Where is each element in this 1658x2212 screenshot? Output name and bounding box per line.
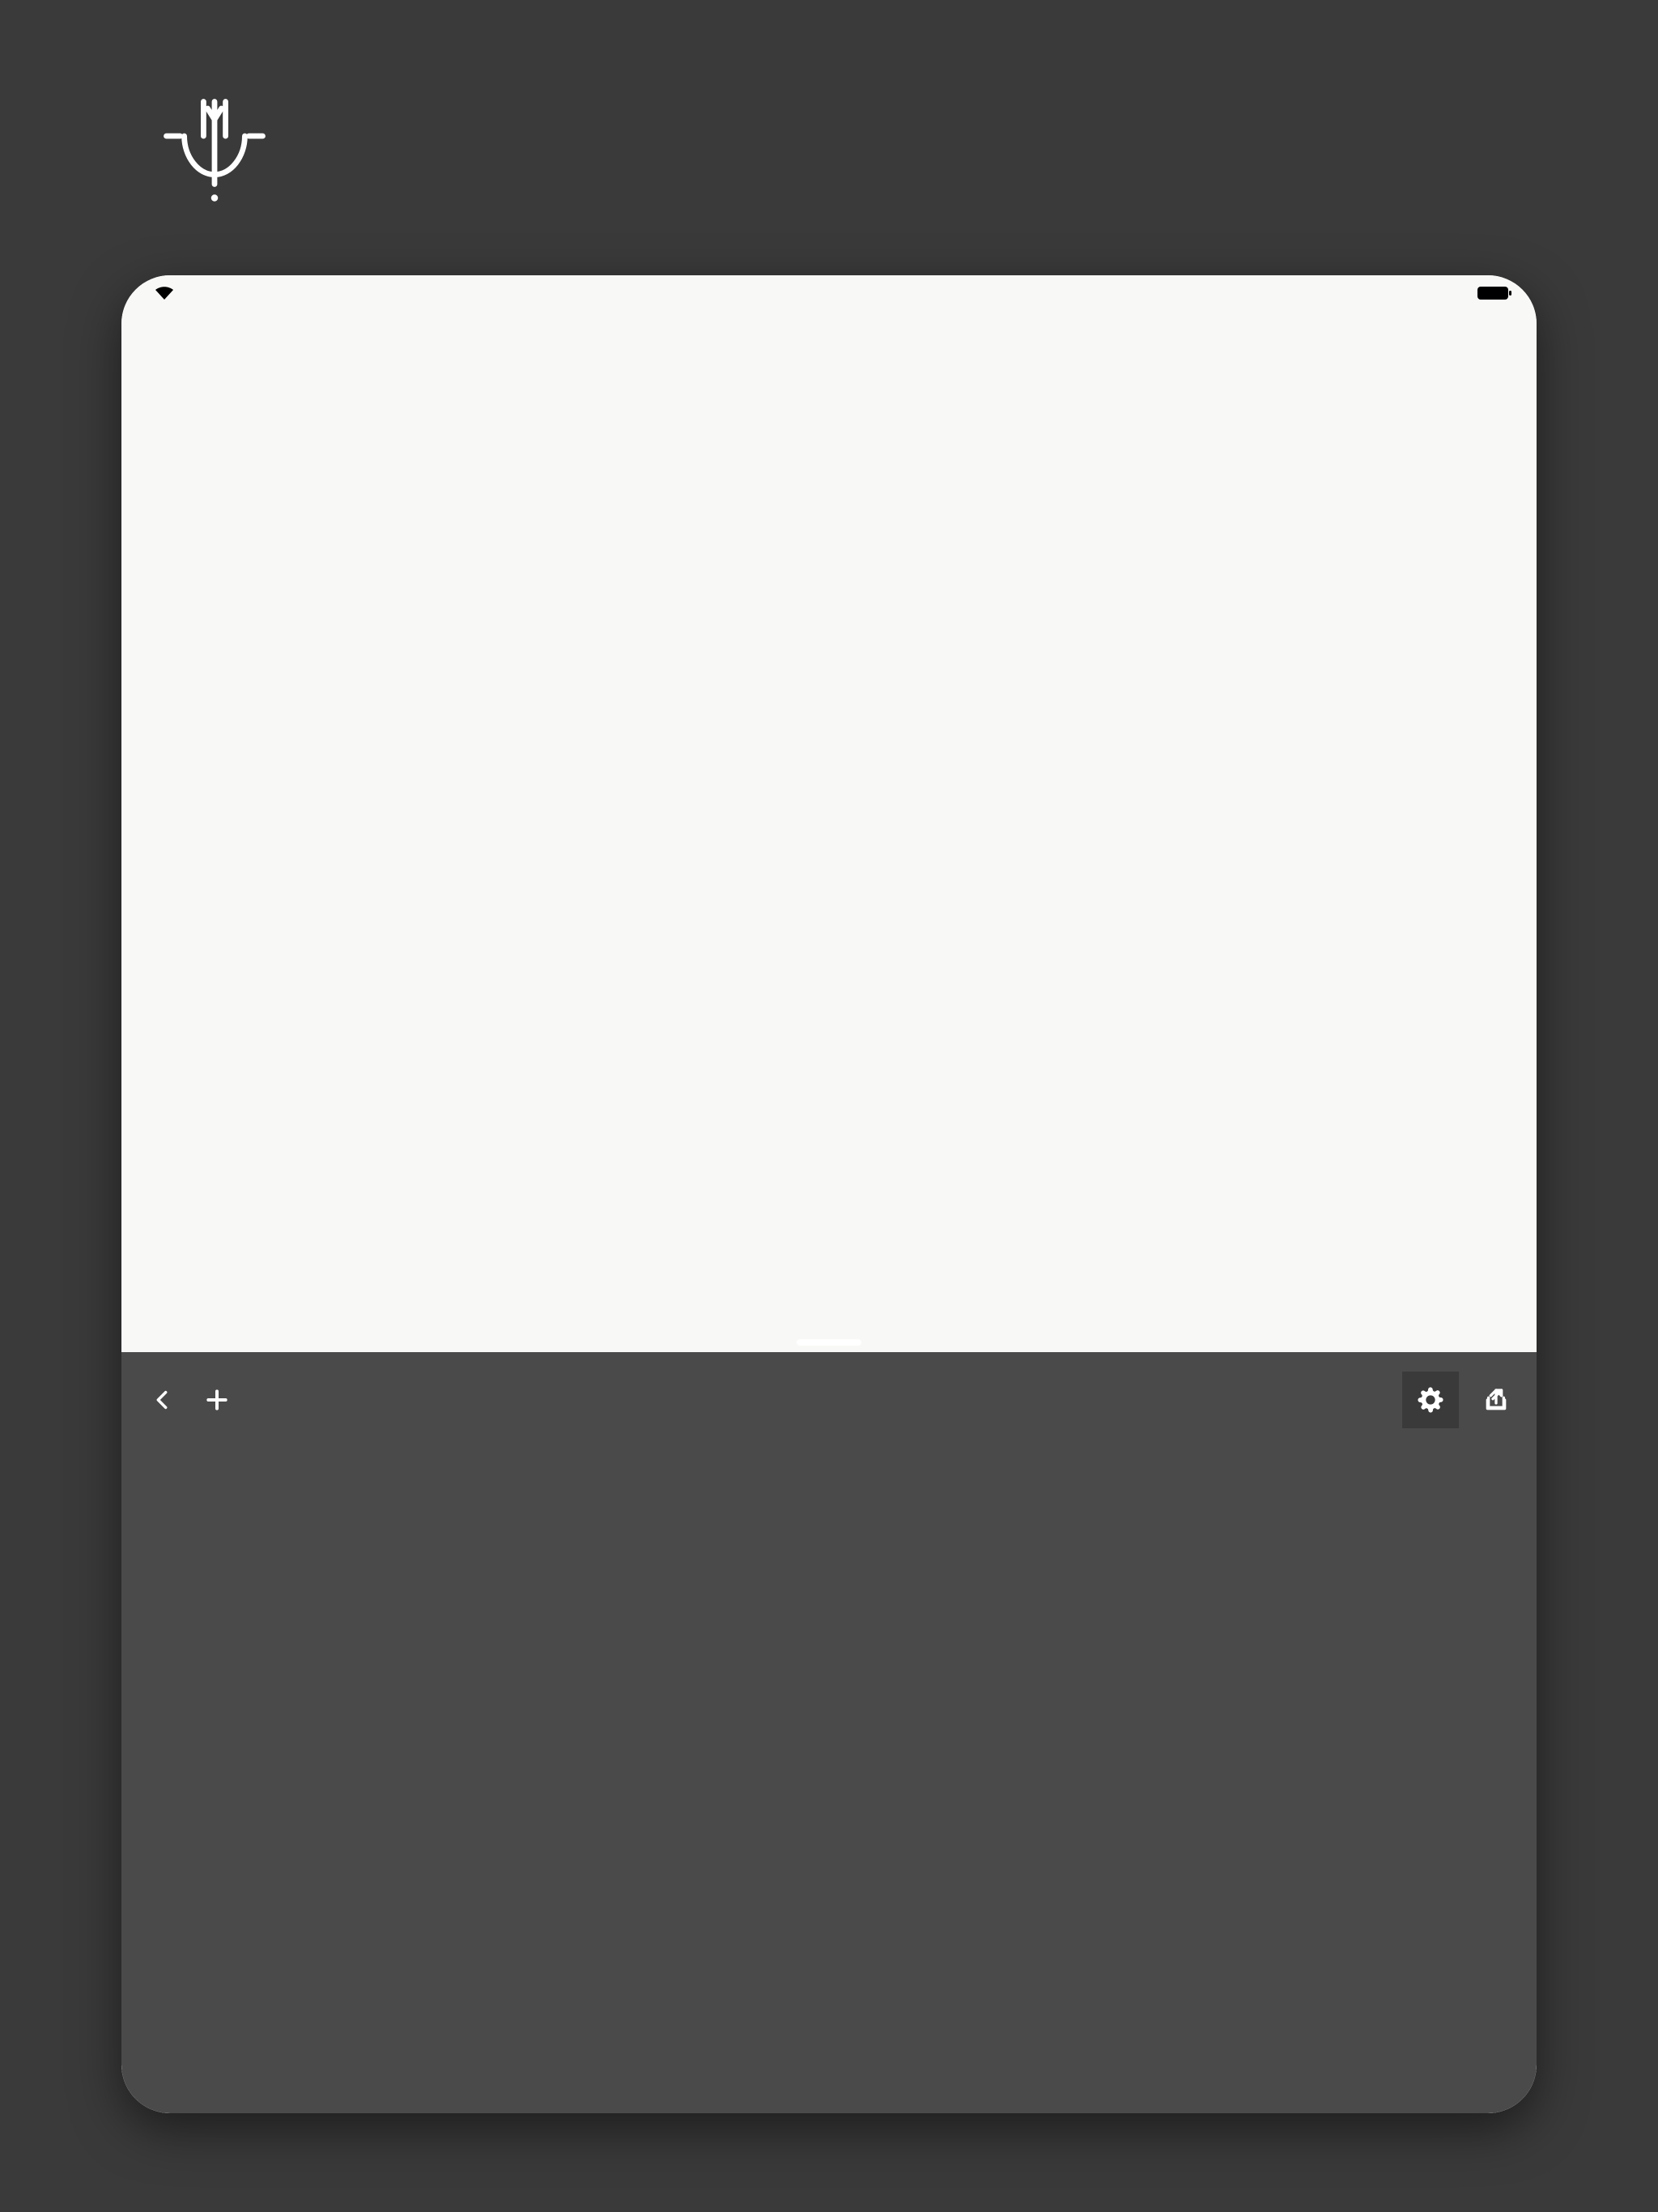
settings-toolbar [121,1352,1537,1448]
polar-chart [121,275,1537,1352]
share-icon [1483,1387,1509,1413]
wifi-icon [154,285,175,301]
share-button[interactable] [1478,1382,1514,1418]
panel-drag-handle[interactable] [797,1339,861,1346]
chevron-left-icon [151,1389,173,1411]
plus-icon [204,1387,230,1413]
device-frame [121,275,1537,2113]
settings-button[interactable] [1402,1372,1459,1428]
back-button[interactable] [144,1382,180,1418]
app-logo-icon [146,81,283,219]
settings-panel [121,1352,1537,2113]
graph-canvas[interactable] [121,275,1537,1352]
status-bar [121,275,1537,306]
settings-list [121,1448,1537,1456]
gear-icon [1417,1386,1444,1414]
add-button[interactable] [199,1382,235,1418]
promo-header [0,0,1658,275]
battery-icon [1477,285,1512,301]
